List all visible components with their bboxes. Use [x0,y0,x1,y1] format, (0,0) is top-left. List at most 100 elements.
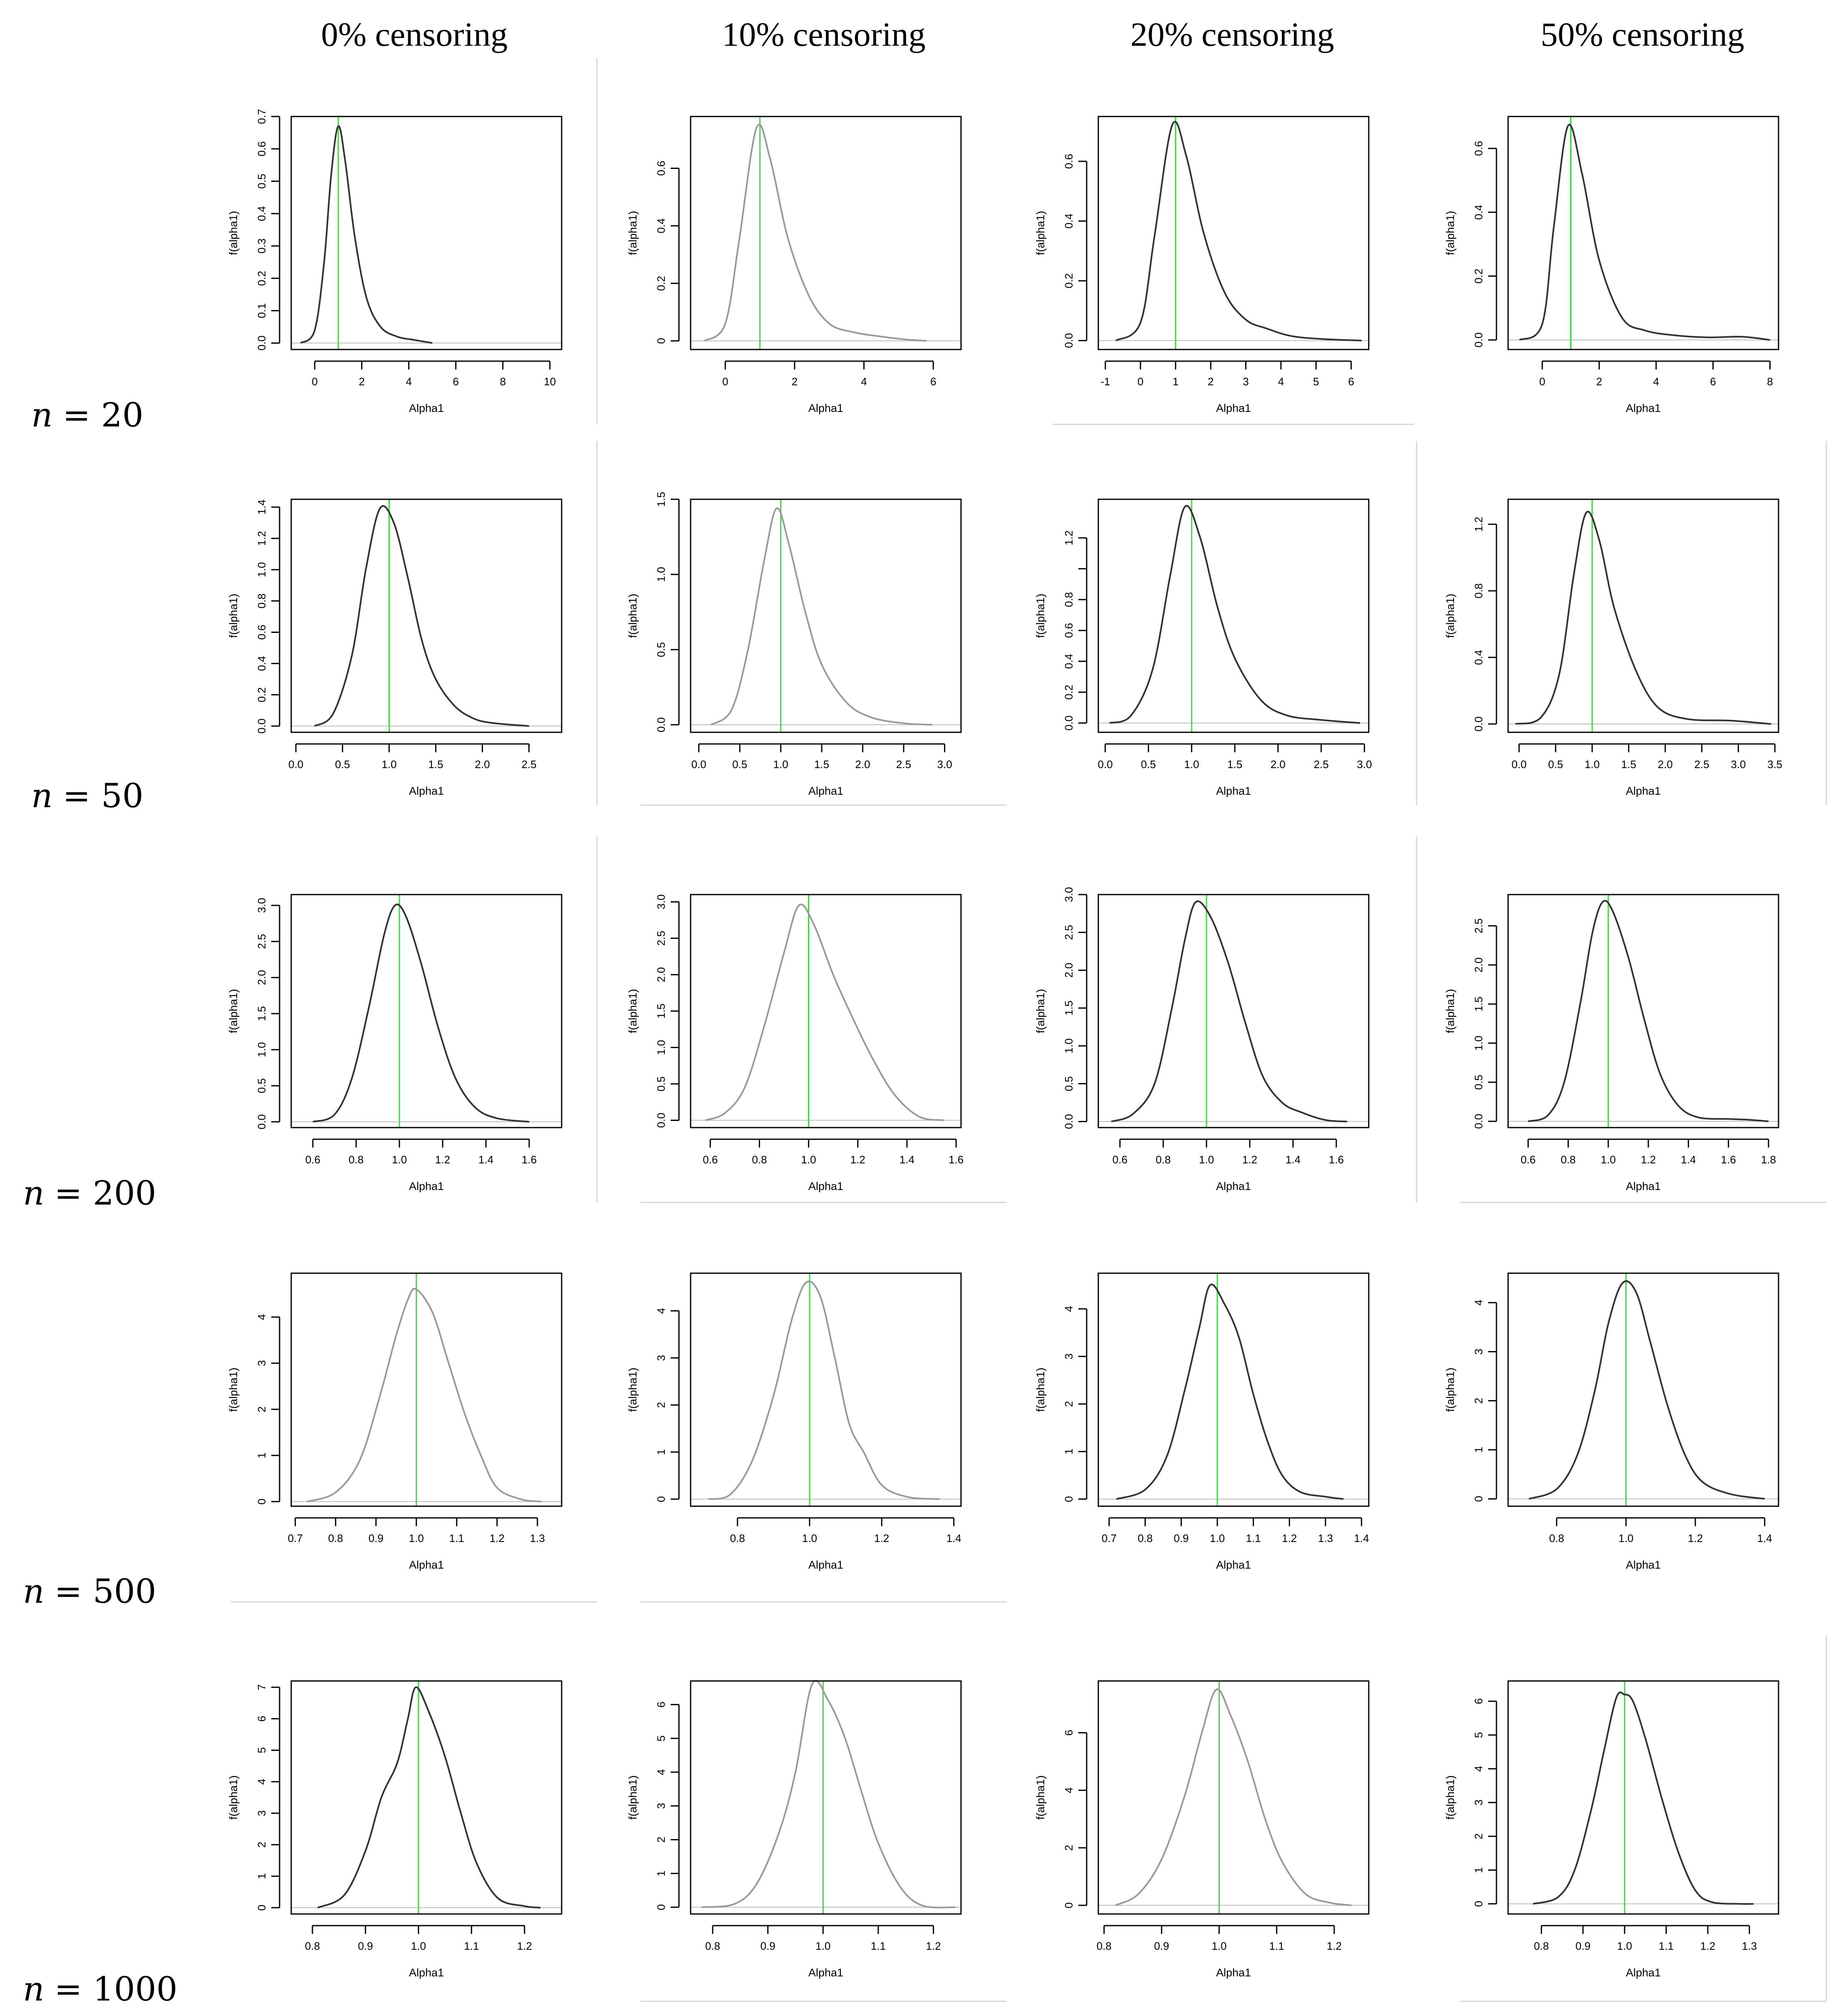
column-header-0: 0% censoring [321,15,508,53]
x-tick-label: 0.8 [1156,1153,1171,1166]
y-tick-label: 5 [255,1747,268,1753]
y-tick-label: 3 [1472,1800,1485,1805]
x-axis-label: Alpha1 [409,1966,444,1979]
row-labels: n = 20 n = 50 n = 200 n = 500 n = 1000 [23,396,178,2008]
x-tick-label: 4 [406,375,411,388]
row-label-2-var: n [23,1174,45,1212]
y-tick-label: 6 [255,1716,268,1722]
y-tick-label: 0 [255,1905,268,1911]
y-tick-label: 0.0 [255,335,268,350]
x-tick-label: 1.2 [1700,1940,1715,1952]
x-tick-label: 2.5 [521,758,536,771]
x-tick-label: 2 [359,375,364,388]
x-tick-label: 1.4 [1354,1532,1369,1544]
x-tick-label: 0.8 [328,1532,343,1544]
y-tick-label: 0.8 [255,593,268,608]
x-tick-label: 3.5 [1767,758,1782,771]
y-tick-label: 0.1 [255,303,268,318]
x-tick-label: 0.8 [1561,1153,1576,1166]
density-panel-r4-c0: 0.8 0.9 1.0 1.1 1.2 0 1 2 3 4 5 6 7 Alpha1 f(alpha1) [227,1680,562,1979]
density-panel-r3-c2: 0.7 0.8 0.9 1.0 1.1 1.2 1.3 1.4 0 1 2 3 4 Alpha1 f(alp… [1034,1272,1370,1571]
y-tick-label: 0 [1063,1902,1075,1908]
x-tick-label: 1.1 [449,1532,464,1544]
x-tick-label: 0.6 [703,1153,718,1166]
x-axis-label: Alpha1 [409,402,444,414]
y-tick-label: 2 [255,1406,268,1412]
y-tick-label: 1.0 [655,567,667,582]
x-tick-label: 1.0 [815,1940,830,1952]
y-tick-label: 0.6 [255,141,268,156]
plot-frame [690,498,962,733]
x-tick-label: 0.6 [305,1153,320,1166]
x-axis-label: Alpha1 [409,1180,444,1192]
x-axis-label: Alpha1 [1216,1966,1251,1979]
row-label-4-eq: = 1000 [54,1970,178,2008]
y-tick-label: 6 [1472,1698,1485,1704]
y-tick-label: 6 [1063,1730,1075,1735]
x-tick-label: 0 [1137,375,1143,388]
y-tick-label: 0.4 [1472,205,1485,220]
x-tick-label: 1.4 [1681,1153,1696,1166]
density-curve [701,1680,956,1909]
y-tick-label: 1 [655,1449,667,1455]
y-tick-label: 0 [255,1499,268,1505]
y-axis-label: f(alpha1) [1444,1368,1457,1412]
x-tick-label: 1.6 [1721,1153,1736,1166]
y-tick-label: 0.6 [1472,141,1485,156]
x-tick-label: 2.0 [855,758,870,771]
x-tick-label: 1.2 [1688,1532,1703,1544]
y-tick-label: 4 [1472,1300,1485,1306]
x-tick-label: 0.9 [369,1532,384,1544]
x-tick-label: -1 [1100,375,1110,388]
density-curve [1109,505,1360,724]
y-tick-label: 0 [655,1904,667,1910]
y-tick-label: 3 [255,1360,268,1366]
y-tick-label: 1.0 [1063,1039,1075,1054]
x-tick-label: 0.8 [705,1940,720,1952]
x-tick-label: 1.0 [802,1532,817,1544]
x-tick-label: 2.5 [1694,758,1709,771]
y-tick-label: 0.0 [1063,1114,1075,1129]
y-tick-label: 2.5 [1472,918,1485,933]
density-curve [1519,124,1770,341]
density-panel-r4-c1: 0.8 0.9 1.0 1.1 1.2 0 1 2 3 4 5 6 Alpha1 f(alpha1) [627,1680,962,1979]
y-tick-label: 0.5 [655,642,667,657]
y-axis-label: f(alpha1) [1034,1368,1047,1412]
density-curve [314,505,529,727]
plot-frame [1097,498,1370,733]
x-tick-label: 1.5 [428,758,443,771]
y-tick-label: 2 [1472,1833,1485,1839]
x-tick-label: 1.2 [1282,1532,1297,1544]
x-tick-label: 1.4 [1757,1532,1772,1544]
y-tick-label: 7 [255,1684,268,1690]
x-tick-label: 1.0 [773,758,788,771]
x-tick-label: 1.0 [1585,758,1600,771]
density-curve [1528,1280,1765,1500]
y-tick-label: 2.5 [255,934,268,949]
x-tick-label: 0.8 [1138,1532,1153,1544]
y-axis-label: f(alpha1) [1034,211,1047,255]
x-tick-label: 1.4 [478,1153,493,1166]
x-tick-label: 0.8 [1534,1940,1549,1952]
y-axis-label: f(alpha1) [227,211,240,255]
density-curve [317,1686,541,1909]
x-tick-label: 1.1 [871,1940,886,1952]
y-tick-label: 0.7 [255,109,268,124]
x-axis-label: Alpha1 [409,785,444,797]
x-tick-label: 1.5 [814,758,829,771]
y-tick-label: 1.2 [255,531,268,546]
x-axis-label: Alpha1 [1626,402,1661,414]
x-tick-label: 1.1 [1659,1940,1674,1952]
x-tick-label: 1.2 [435,1153,450,1166]
x-axis-label: Alpha1 [808,1559,843,1571]
plot-frame [690,116,962,350]
row-label-4-var: n [23,1970,45,2008]
x-tick-label: 0.9 [761,1940,775,1952]
x-axis-label: Alpha1 [808,785,843,797]
y-tick-label: 4 [1063,1787,1075,1793]
x-axis-label: Alpha1 [808,1180,843,1192]
density-panel-r3-c1: 0.8 1.0 1.2 1.4 0 1 2 3 4 Alpha1 f(alpha1) [627,1272,962,1571]
density-curve [300,125,433,344]
x-tick-label: 6 [453,375,458,388]
density-panel-r2-c0: 0.6 0.8 1.0 1.2 1.4 1.6 0.0 0.5 1.0 1.5 2.0 2.5 3.0 A… [227,894,562,1192]
